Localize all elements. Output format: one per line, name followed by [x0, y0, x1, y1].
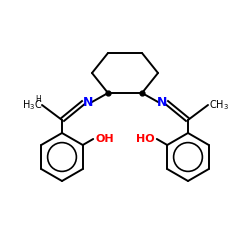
Text: HO: HO — [136, 134, 155, 144]
Text: $\mathregular{CH_3}$: $\mathregular{CH_3}$ — [209, 98, 229, 112]
Text: H: H — [35, 95, 41, 104]
Text: N: N — [83, 96, 93, 108]
Text: N: N — [157, 96, 167, 108]
Text: OH: OH — [95, 134, 114, 144]
Text: $\mathregular{H_3C}$: $\mathregular{H_3C}$ — [22, 98, 42, 112]
